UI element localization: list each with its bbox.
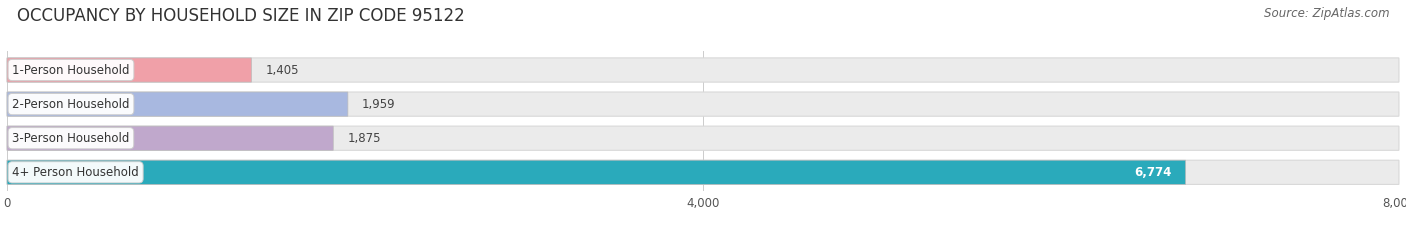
Text: OCCUPANCY BY HOUSEHOLD SIZE IN ZIP CODE 95122: OCCUPANCY BY HOUSEHOLD SIZE IN ZIP CODE …: [17, 7, 464, 25]
Text: 2-Person Household: 2-Person Household: [13, 98, 129, 111]
FancyBboxPatch shape: [7, 126, 1399, 150]
FancyBboxPatch shape: [7, 160, 1185, 184]
FancyBboxPatch shape: [7, 160, 1399, 184]
Text: 6,774: 6,774: [1135, 166, 1171, 179]
Text: 1,959: 1,959: [361, 98, 395, 111]
FancyBboxPatch shape: [7, 92, 347, 116]
Text: 1,875: 1,875: [347, 132, 381, 145]
Text: 1,405: 1,405: [266, 64, 299, 76]
FancyBboxPatch shape: [7, 58, 252, 82]
Text: 4+ Person Household: 4+ Person Household: [13, 166, 139, 179]
Text: 1-Person Household: 1-Person Household: [13, 64, 129, 76]
Text: Source: ZipAtlas.com: Source: ZipAtlas.com: [1264, 7, 1389, 20]
Text: 3-Person Household: 3-Person Household: [13, 132, 129, 145]
FancyBboxPatch shape: [7, 58, 1399, 82]
FancyBboxPatch shape: [7, 92, 1399, 116]
FancyBboxPatch shape: [7, 126, 333, 150]
